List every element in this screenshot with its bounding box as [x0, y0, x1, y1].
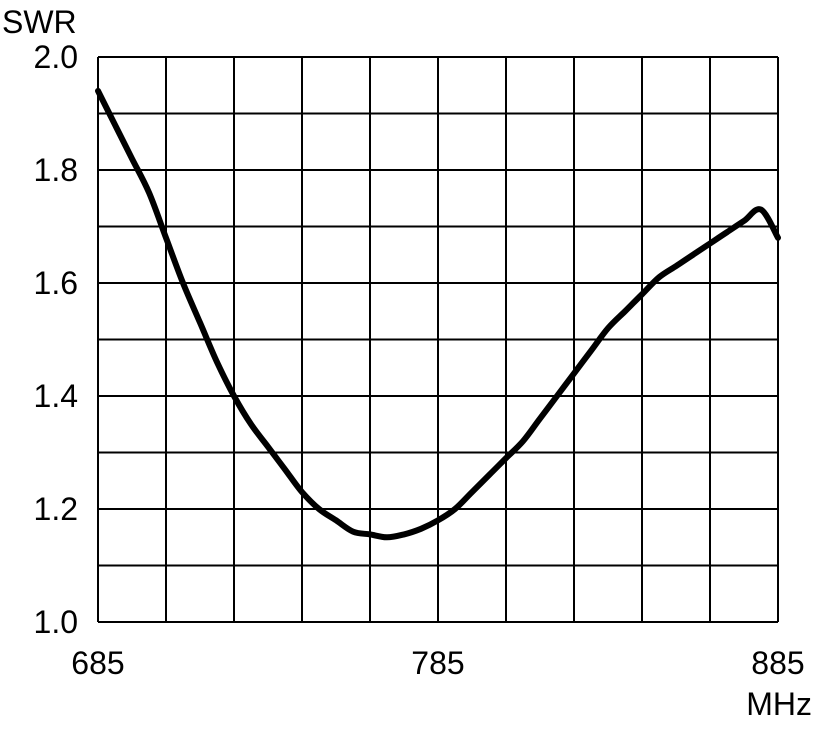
x-tick-labels: 685 785 885 [71, 645, 804, 681]
swr-curve [95, 87, 781, 541]
y-tick-labels: 1.0 1.2 1.4 1.6 1.8 2.0 [34, 39, 78, 640]
y-tick-label: 1.0 [34, 604, 78, 640]
x-axis-label: MHz [746, 686, 812, 722]
y-tick-label: 1.8 [34, 152, 78, 188]
y-axis-label: SWR [2, 4, 77, 40]
y-tick-label: 1.4 [34, 378, 78, 414]
x-tick-label: 785 [411, 645, 464, 681]
grid [97, 56, 779, 623]
y-tick-label: 1.6 [34, 265, 78, 301]
y-tick-label: 2.0 [34, 39, 78, 75]
y-tick-label: 1.2 [34, 491, 78, 527]
x-tick-label: 885 [751, 645, 804, 681]
x-tick-label: 685 [71, 645, 124, 681]
